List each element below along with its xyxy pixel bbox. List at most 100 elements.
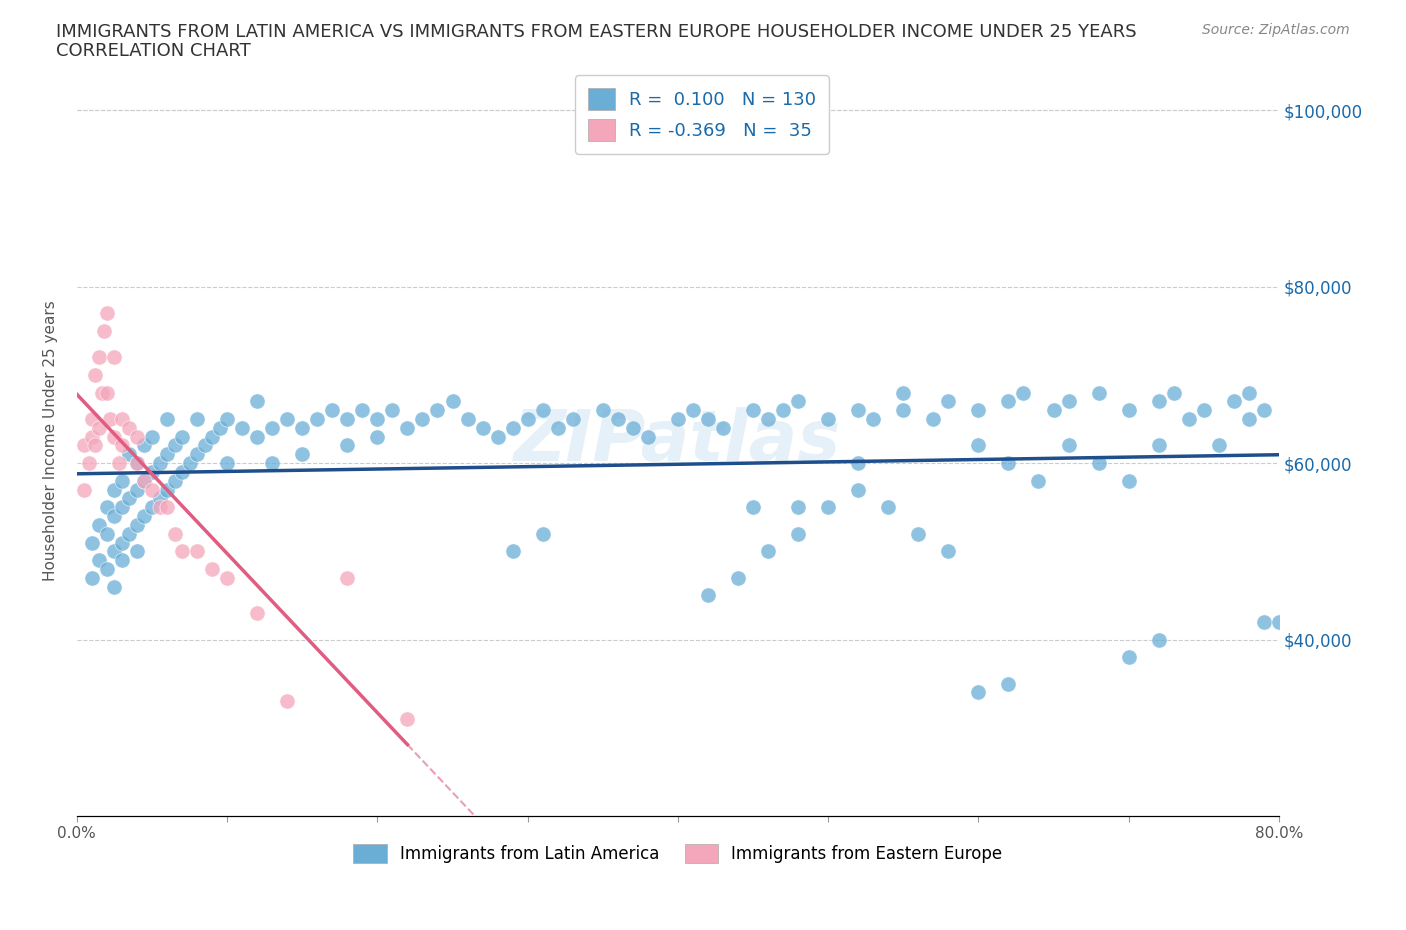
Point <box>606 412 628 427</box>
Point <box>134 473 156 488</box>
Point <box>103 544 125 559</box>
Point <box>156 482 179 497</box>
Point <box>787 526 810 541</box>
Point <box>502 544 524 559</box>
Point <box>997 676 1019 691</box>
Point <box>141 464 163 479</box>
Point <box>262 420 284 435</box>
Point <box>125 430 148 445</box>
Point <box>1192 403 1215 418</box>
Point <box>80 535 103 550</box>
Point <box>1057 394 1080 409</box>
Point <box>125 456 148 471</box>
Point <box>531 403 554 418</box>
Point <box>502 420 524 435</box>
Point <box>1012 385 1035 400</box>
Point <box>134 509 156 524</box>
Point <box>1237 385 1260 400</box>
Point <box>426 403 449 418</box>
Point <box>922 412 945 427</box>
Point <box>96 306 118 321</box>
Y-axis label: Householder Income Under 25 years: Householder Income Under 25 years <box>44 300 58 581</box>
Point <box>1208 438 1230 453</box>
Point <box>396 420 419 435</box>
Point <box>89 517 111 532</box>
Point <box>1268 615 1291 630</box>
Point <box>111 552 134 567</box>
Text: ZIPatlas: ZIPatlas <box>515 406 842 475</box>
Point <box>276 694 298 709</box>
Point <box>163 438 186 453</box>
Point <box>201 430 224 445</box>
Point <box>93 324 115 339</box>
Point <box>1087 385 1109 400</box>
Point <box>163 473 186 488</box>
Point <box>1147 438 1170 453</box>
Point <box>125 517 148 532</box>
Point <box>217 412 239 427</box>
Point <box>134 473 156 488</box>
Point <box>208 420 231 435</box>
Point <box>1118 650 1140 665</box>
Point <box>134 438 156 453</box>
Point <box>531 526 554 541</box>
Point <box>907 526 929 541</box>
Point <box>103 430 125 445</box>
Point <box>103 350 125 365</box>
Point <box>217 456 239 471</box>
Point <box>103 579 125 594</box>
Point <box>336 438 359 453</box>
Point <box>89 420 111 435</box>
Point <box>396 711 419 726</box>
Point <box>148 491 170 506</box>
Point <box>89 350 111 365</box>
Point <box>170 464 193 479</box>
Point <box>1253 615 1275 630</box>
Point <box>697 412 720 427</box>
Point <box>73 482 96 497</box>
Point <box>967 403 990 418</box>
Point <box>1118 473 1140 488</box>
Point <box>1147 394 1170 409</box>
Point <box>592 403 614 418</box>
Text: IMMIGRANTS FROM LATIN AMERICA VS IMMIGRANTS FROM EASTERN EUROPE HOUSEHOLDER INCO: IMMIGRANTS FROM LATIN AMERICA VS IMMIGRA… <box>56 23 1137 41</box>
Point <box>103 482 125 497</box>
Point <box>637 430 659 445</box>
Point <box>352 403 374 418</box>
Point <box>231 420 253 435</box>
Point <box>1253 403 1275 418</box>
Point <box>727 570 749 585</box>
Point <box>141 499 163 514</box>
Point <box>170 430 193 445</box>
Point <box>891 385 914 400</box>
Point <box>246 394 269 409</box>
Point <box>1118 403 1140 418</box>
Point <box>516 412 538 427</box>
Point <box>1087 456 1109 471</box>
Point <box>366 430 388 445</box>
Point <box>846 403 869 418</box>
Point <box>711 420 734 435</box>
Text: CORRELATION CHART: CORRELATION CHART <box>56 42 252 60</box>
Point <box>486 430 509 445</box>
Point <box>936 394 959 409</box>
Point <box>118 420 141 435</box>
Point <box>967 685 990 700</box>
Point <box>186 412 208 427</box>
Point <box>96 526 118 541</box>
Text: Source: ZipAtlas.com: Source: ZipAtlas.com <box>1202 23 1350 37</box>
Point <box>1223 394 1246 409</box>
Point <box>1237 412 1260 427</box>
Point <box>118 446 141 461</box>
Point <box>246 430 269 445</box>
Point <box>118 526 141 541</box>
Point <box>291 446 314 461</box>
Point <box>156 446 179 461</box>
Point <box>997 394 1019 409</box>
Point <box>111 473 134 488</box>
Point <box>103 509 125 524</box>
Point <box>111 499 134 514</box>
Point <box>967 438 990 453</box>
Point <box>756 544 779 559</box>
Point <box>194 438 217 453</box>
